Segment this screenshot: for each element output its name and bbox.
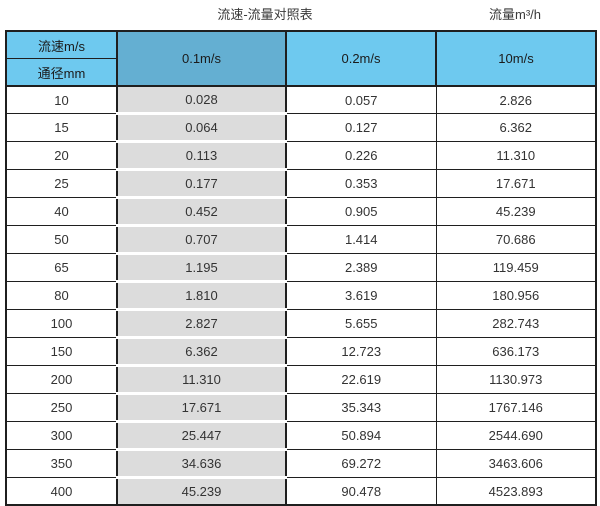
diameter-cell: 10 [5,85,118,114]
flow-cell-02ms: 0.057 [285,85,437,114]
table-row: 40 0.452 0.905 45.239 [5,196,597,227]
flow-cell-10ms: 11.310 [435,141,597,170]
table-row: 400 45.239 90.478 4523.893 [5,476,597,506]
corner-diameter-label: 通径mm [5,58,118,87]
table-row: 65 1.195 2.389 119.459 [5,252,597,283]
table-row: 250 17.671 35.343 1767.146 [5,392,597,423]
table-row: 150 6.362 12.723 636.173 [5,336,597,367]
flow-cell-10ms: 4523.893 [435,477,597,506]
flow-cell-10ms: 6.362 [435,113,597,142]
flow-cell-02ms: 0.353 [285,169,437,198]
flow-cell-01ms: 25.447 [116,420,287,451]
table-row: 10 0.028 0.057 2.826 [5,85,597,115]
flow-cell-01ms: 1.810 [116,280,287,311]
diameter-cell: 200 [5,365,118,394]
flow-cell-02ms: 1.414 [285,225,437,254]
diameter-cell: 65 [5,253,118,282]
flow-cell-02ms: 5.655 [285,309,437,338]
flow-cell-02ms: 0.226 [285,141,437,170]
flow-cell-10ms: 2544.690 [435,421,597,450]
table-title: 流速-流量对照表 [217,7,313,22]
diameter-cell: 250 [5,393,118,422]
table-row: 100 2.827 5.655 282.743 [5,308,597,339]
flow-cell-10ms: 17.671 [435,169,597,198]
diameter-cell: 150 [5,337,118,366]
flow-cell-10ms: 45.239 [435,197,597,226]
column-header-10ms: 10m/s [435,30,597,87]
flow-cell-10ms: 180.956 [435,281,597,310]
flow-cell-01ms: 2.827 [116,308,287,339]
flow-cell-10ms: 119.459 [435,253,597,282]
flow-cell-01ms: 6.362 [116,336,287,367]
header-row-bottom: 通径mm [5,58,596,87]
diameter-cell: 25 [5,169,118,198]
table-row: 50 0.707 1.414 70.686 [5,224,597,255]
flow-cell-02ms: 22.619 [285,365,437,394]
flow-cell-02ms: 0.127 [285,113,437,142]
table-row: 300 25.447 50.894 2544.690 [5,420,597,451]
flow-cell-02ms: 69.272 [285,449,437,478]
flow-cell-01ms: 0.452 [116,196,287,227]
flow-cell-01ms: 45.239 [116,476,287,506]
diameter-cell: 100 [5,309,118,338]
table-row: 25 0.177 0.353 17.671 [5,168,597,199]
table-row: 350 34.636 69.272 3463.606 [5,448,597,479]
header-row-top: 流速m/s 0.1m/s 0.2m/s 10m/s [5,30,597,87]
flow-cell-02ms: 3.619 [285,281,437,310]
flow-cell-10ms: 1767.146 [435,393,597,422]
flow-cell-01ms: 0.707 [116,224,287,255]
table-row: 200 11.310 22.619 1130.973 [5,364,597,395]
flow-cell-10ms: 2.826 [435,85,597,114]
diameter-cell: 350 [5,449,118,478]
diameter-cell: 40 [5,197,118,226]
flow-cell-01ms: 11.310 [116,364,287,395]
flow-rate-table: 流速m/s 0.1m/s 0.2m/s 10m/s 通径mm 10 0.028 … [5,30,597,506]
flow-cell-02ms: 2.389 [285,253,437,282]
flow-cell-02ms: 90.478 [285,477,437,506]
column-header-0-2ms: 0.2m/s [285,30,437,87]
flow-cell-02ms: 12.723 [285,337,437,366]
column-header-0-1ms: 0.1m/s [116,30,287,87]
diameter-cell: 20 [5,141,118,170]
flow-cell-10ms: 3463.606 [435,449,597,478]
table-header: 流速m/s 0.1m/s 0.2m/s 10m/s 通径mm [5,30,597,87]
table-body: 10 0.028 0.057 2.826 15 0.064 0.127 6.36… [5,85,597,506]
flow-cell-01ms: 1.195 [116,252,287,283]
table-row: 80 1.810 3.619 180.956 [5,280,597,311]
flow-cell-01ms: 34.636 [116,448,287,479]
diameter-cell: 50 [5,225,118,254]
flow-cell-10ms: 636.173 [435,337,597,366]
diameter-cell: 15 [5,113,118,142]
flow-cell-01ms: 17.671 [116,392,287,423]
corner-velocity-label: 流速m/s [5,30,118,59]
flow-cell-02ms: 50.894 [285,421,437,450]
diameter-cell: 80 [5,281,118,310]
flow-cell-01ms: 0.028 [116,85,287,115]
flow-cell-01ms: 0.177 [116,168,287,199]
flow-cell-10ms: 70.686 [435,225,597,254]
flow-cell-10ms: 282.743 [435,309,597,338]
flow-cell-01ms: 0.113 [116,140,287,171]
flow-cell-02ms: 35.343 [285,393,437,422]
diameter-cell: 300 [5,421,118,450]
flow-cell-10ms: 1130.973 [435,365,597,394]
table-row: 20 0.113 0.226 11.310 [5,140,597,171]
flow-unit-label: 流量m³/h [488,7,541,22]
diameter-cell: 400 [5,477,118,506]
table-row: 15 0.064 0.127 6.362 [5,112,597,143]
flow-cell-02ms: 0.905 [285,197,437,226]
flow-cell-01ms: 0.064 [116,112,287,143]
